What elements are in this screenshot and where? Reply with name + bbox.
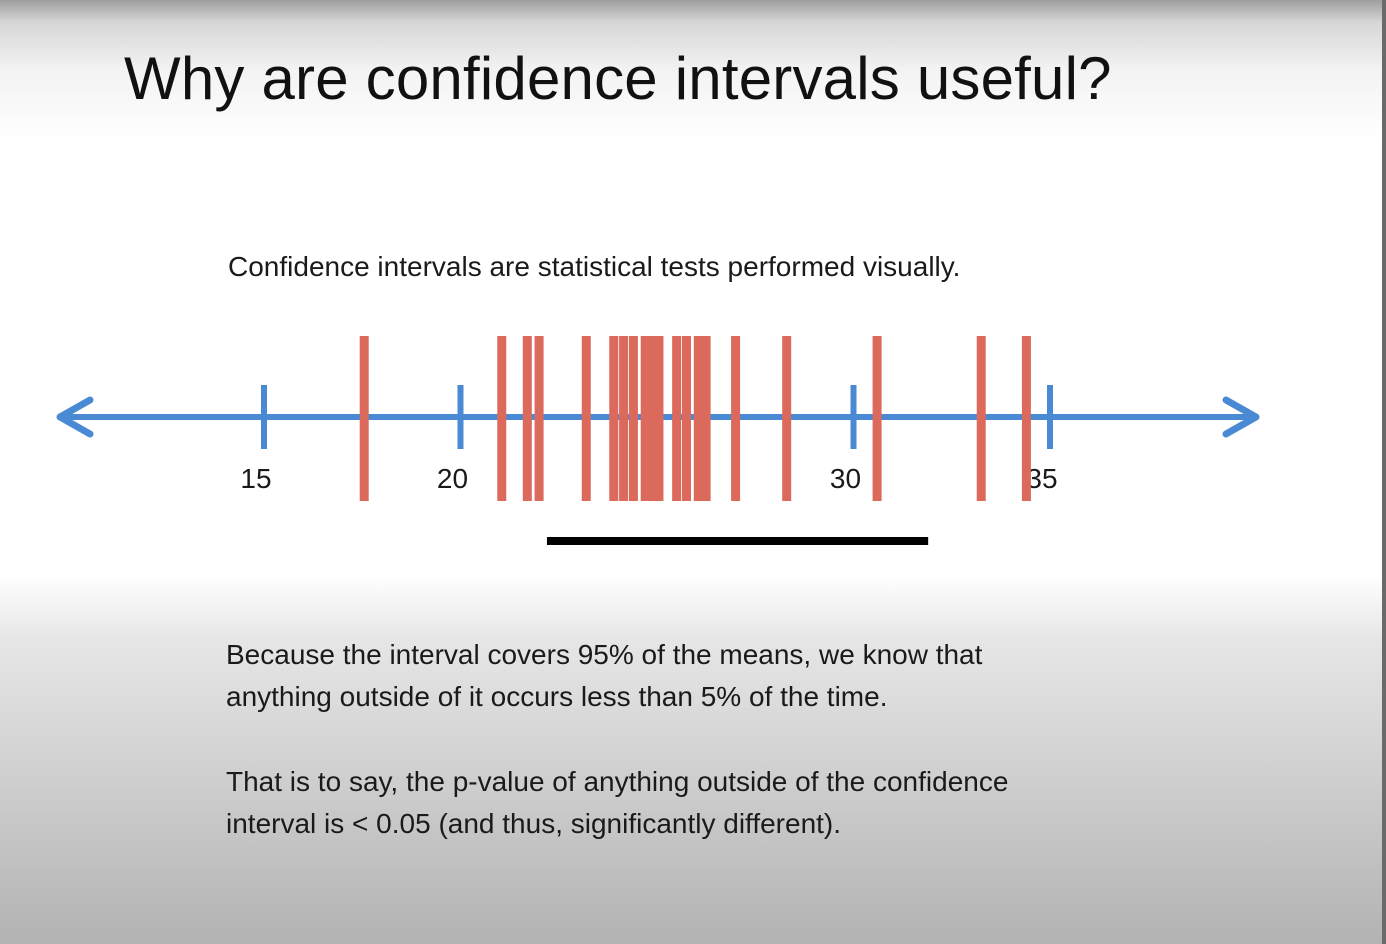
tick-label-15: 15 [240, 463, 271, 494]
sample-mean-bar [648, 336, 658, 501]
left-arrowhead [56, 396, 94, 438]
sample-means [359, 336, 1031, 501]
sample-mean-bar [782, 336, 792, 501]
sample-mean-bar [628, 336, 638, 501]
explanation-paragraph-2: That is to say, the p-value of anything … [226, 761, 1008, 845]
sample-mean-bar [976, 336, 986, 501]
explanation-line-2: anything outside of it occurs less than … [226, 681, 888, 712]
sample-mean-bar [681, 336, 691, 501]
explanation-line-4: interval is < 0.05 (and thus, significan… [226, 808, 842, 839]
window-edge [1382, 0, 1386, 944]
sample-mean-bar [693, 336, 703, 501]
sample-mean-bar [497, 336, 507, 501]
tick-label-20: 20 [437, 463, 468, 494]
confidence-interval [546, 537, 929, 545]
sample-mean-bar [731, 336, 741, 501]
sample-mean-bar [654, 336, 664, 501]
sample-mean-bar [701, 336, 711, 501]
sample-mean-bar [534, 336, 544, 501]
explanation-paragraph-1: Because the interval covers 95% of the m… [226, 634, 982, 718]
axis-ticks: 15 20 30 35 [240, 385, 1058, 494]
intro-text: Confidence intervals are statistical tes… [228, 251, 961, 282]
sample-mean-bar [640, 336, 650, 501]
number-line-chart: 15 20 30 35 [56, 336, 1260, 545]
tick-label-30: 30 [830, 463, 861, 494]
sample-mean-bar [581, 336, 591, 501]
explanation-line-3: That is to say, the p-value of anything … [226, 766, 1009, 797]
explanation-line-1: Because the interval covers 95% of the m… [226, 639, 983, 670]
sample-mean-bar [672, 336, 682, 501]
right-arrowhead [1222, 396, 1260, 438]
sample-mean-bar [359, 336, 369, 501]
sample-mean-bar [619, 336, 629, 501]
sample-mean-bar [872, 336, 882, 501]
confidence-interval-bar [546, 537, 929, 545]
sample-mean-bar [609, 336, 619, 501]
sample-mean-bar [1021, 336, 1031, 501]
tick-label-35: 35 [1026, 463, 1057, 494]
slide-title: Why are confidence intervals useful? [124, 45, 1112, 112]
sample-mean-bar [522, 336, 532, 501]
